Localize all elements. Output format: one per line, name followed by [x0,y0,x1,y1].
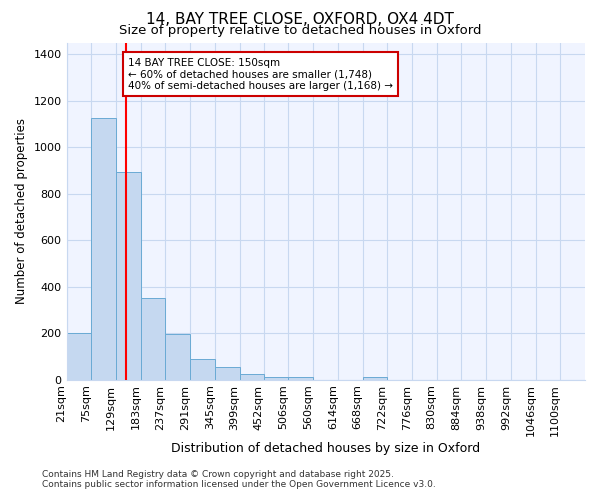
Text: Contains HM Land Registry data © Crown copyright and database right 2025.
Contai: Contains HM Land Registry data © Crown c… [42,470,436,489]
Bar [67,333,91,380]
X-axis label: Distribution of detached houses by size in Oxford: Distribution of detached houses by size … [171,442,481,455]
Text: 14, BAY TREE CLOSE, OXFORD, OX4 4DT: 14, BAY TREE CLOSE, OXFORD, OX4 4DT [146,12,454,28]
Bar [239,374,264,380]
Bar [215,367,239,380]
Bar [140,298,166,380]
Bar [289,378,313,380]
Bar [362,378,388,380]
Bar [190,359,215,380]
Bar [166,334,190,380]
Y-axis label: Number of detached properties: Number of detached properties [15,118,28,304]
Bar [91,118,116,380]
Text: 14 BAY TREE CLOSE: 150sqm
← 60% of detached houses are smaller (1,748)
40% of se: 14 BAY TREE CLOSE: 150sqm ← 60% of detac… [128,58,393,91]
Bar [264,378,289,380]
Text: Size of property relative to detached houses in Oxford: Size of property relative to detached ho… [119,24,481,37]
Bar [116,172,140,380]
